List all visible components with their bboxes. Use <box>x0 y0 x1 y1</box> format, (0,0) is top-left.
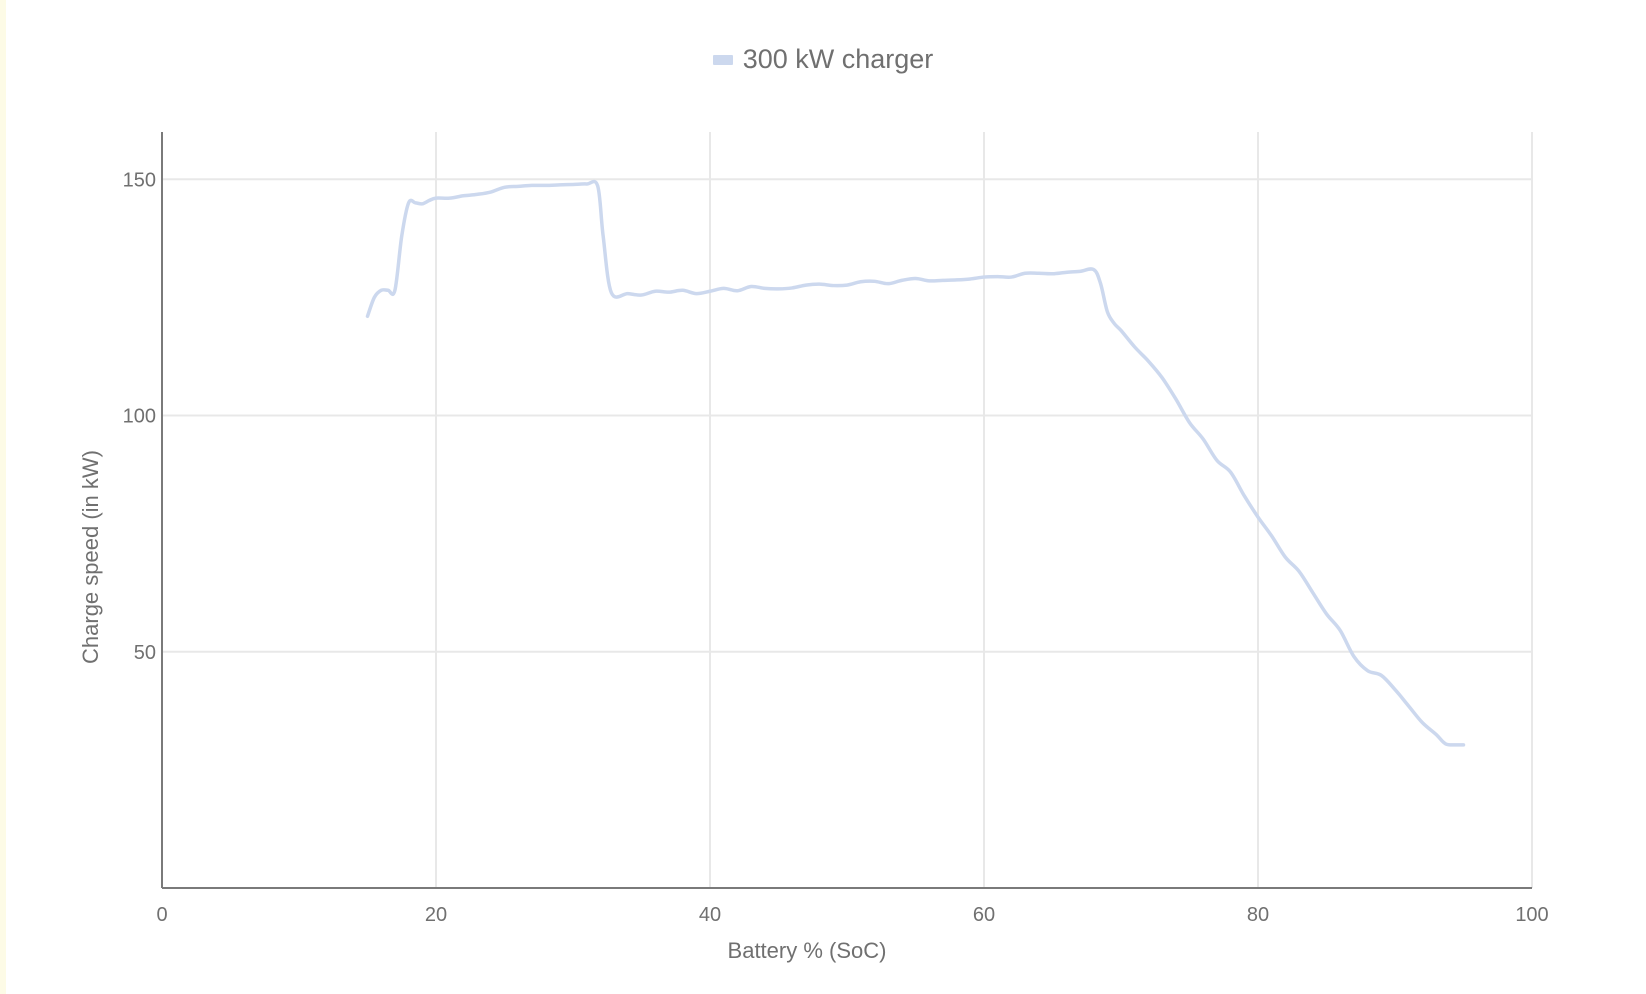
series-line-0 <box>365 179 1466 747</box>
x-tick-label: 100 <box>1515 904 1548 926</box>
x-tick-label: 0 <box>156 904 167 926</box>
y-tick-label: 50 <box>134 642 156 664</box>
x-tick-label: 80 <box>1247 904 1269 926</box>
tick-labels: 0 20 40 60 80 100 50 100 150 <box>123 169 1549 926</box>
y-tick-label: 100 <box>123 406 156 428</box>
grid-lines <box>162 132 1533 888</box>
y-tick-label: 150 <box>123 169 156 191</box>
legend-label: 300 kW charger <box>742 44 934 74</box>
legend-swatch <box>712 54 733 65</box>
legend: 300 kW charger <box>0 44 1646 75</box>
y-axis-label: Charge speed (in kW) <box>78 450 103 664</box>
axes <box>161 132 1532 889</box>
x-tick-label: 20 <box>425 904 447 926</box>
x-axis-label: Battery % (SoC) <box>728 938 887 963</box>
chart-panel <box>6 0 1646 994</box>
x-tick-label: 60 <box>973 904 995 926</box>
x-tick-label: 40 <box>699 904 721 926</box>
series-lines <box>365 179 1466 747</box>
